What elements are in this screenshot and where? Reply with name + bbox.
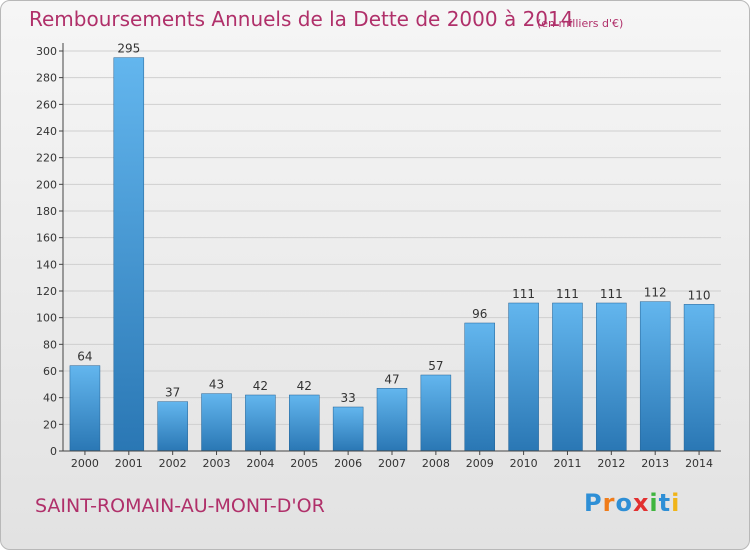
x-tick-label: 2008 bbox=[422, 457, 450, 470]
x-tick-label: 2003 bbox=[203, 457, 231, 470]
value-label: 295 bbox=[117, 42, 140, 56]
value-label: 37 bbox=[165, 386, 180, 400]
commune-name: SAINT-ROMAIN-AU-MONT-D'OR bbox=[35, 495, 325, 517]
x-tick-labels: 2000 2001 2002 2003 2004 2005 2006 2007 2008 2009… bbox=[71, 451, 713, 470]
x-tick-label: 2005 bbox=[290, 457, 318, 470]
logo-letter: i bbox=[649, 489, 659, 517]
y-tick-label: 200 bbox=[36, 178, 57, 191]
value-label: 112 bbox=[644, 286, 667, 300]
x-tick-label: 2014 bbox=[685, 457, 713, 470]
bar bbox=[420, 374, 452, 452]
value-label: 43 bbox=[209, 378, 224, 392]
value-label: 111 bbox=[512, 287, 535, 301]
value-label: 42 bbox=[253, 379, 268, 393]
logo-letter: i bbox=[671, 489, 681, 517]
y-tick-label: 260 bbox=[36, 98, 57, 111]
logo-letter: x bbox=[632, 489, 650, 517]
bar bbox=[289, 394, 320, 452]
y-tick-label: 60 bbox=[43, 365, 57, 378]
x-tick-label: 2004 bbox=[246, 457, 274, 470]
x-tick-label: 2009 bbox=[466, 457, 494, 470]
bar bbox=[332, 406, 364, 452]
x-tick-label: 2010 bbox=[510, 457, 538, 470]
unit-label: (en milliers d'€) bbox=[537, 17, 624, 30]
y-tick-label: 180 bbox=[36, 205, 57, 218]
y-tick-label: 300 bbox=[36, 45, 57, 58]
value-label: 33 bbox=[340, 391, 355, 405]
bar bbox=[157, 401, 188, 452]
proxiti-logo: Proxiti bbox=[584, 489, 680, 517]
bar bbox=[464, 322, 495, 452]
x-tick-label: 2007 bbox=[378, 457, 406, 470]
value-label: 111 bbox=[556, 287, 579, 301]
y-tick-label: 240 bbox=[36, 125, 57, 138]
x-tick-label: 2012 bbox=[597, 457, 625, 470]
bar bbox=[552, 302, 583, 452]
y-tick-label: 280 bbox=[36, 72, 57, 85]
logo-letter: r bbox=[602, 489, 616, 517]
bar bbox=[508, 302, 539, 452]
x-tick-label: 2000 bbox=[71, 457, 99, 470]
bar bbox=[69, 365, 101, 452]
chart-title: Remboursements Annuels de la Dette de 20… bbox=[29, 7, 574, 31]
bar bbox=[376, 388, 408, 452]
bar bbox=[201, 393, 232, 452]
value-label: 47 bbox=[384, 372, 399, 386]
value-label: 110 bbox=[688, 288, 711, 302]
bar-chart: 0 20 40 60 80 100 120 140 160 180 200 220 240 260 280 3… bbox=[36, 42, 721, 470]
y-tick-label: 160 bbox=[36, 232, 57, 245]
x-tick-label: 2011 bbox=[553, 457, 581, 470]
y-tick-label: 120 bbox=[36, 285, 57, 298]
bar bbox=[683, 304, 715, 452]
bars bbox=[69, 57, 715, 452]
value-label: 96 bbox=[472, 307, 487, 321]
x-tick-label: 2006 bbox=[334, 457, 362, 470]
x-tick-label: 2002 bbox=[159, 457, 187, 470]
bar bbox=[639, 301, 671, 452]
value-label: 64 bbox=[77, 350, 92, 364]
logo-letter: t bbox=[658, 489, 672, 517]
bar bbox=[113, 57, 145, 452]
y-tick-labels: 0 20 40 60 80 100 120 140 160 180 200 220 240 260 280 3… bbox=[36, 45, 57, 458]
y-tick-label: 0 bbox=[50, 445, 57, 458]
value-labels: 64 295 37 43 42 42 33 47 57 96 111 111 111 112 110 bbox=[77, 42, 710, 405]
y-tick-label: 80 bbox=[43, 338, 57, 351]
y-tick-label: 140 bbox=[36, 258, 57, 271]
value-label: 111 bbox=[600, 287, 623, 301]
logo-letter: P bbox=[584, 489, 603, 517]
y-tick-label: 100 bbox=[36, 312, 57, 325]
value-label: 57 bbox=[428, 359, 443, 373]
bar bbox=[596, 302, 627, 452]
x-tick-label: 2001 bbox=[115, 457, 143, 470]
bar bbox=[245, 394, 276, 452]
y-tick-label: 40 bbox=[43, 392, 57, 405]
value-label: 42 bbox=[297, 379, 312, 393]
y-tick-label: 20 bbox=[43, 418, 57, 431]
logo-letter: o bbox=[615, 489, 633, 517]
x-tick-label: 2013 bbox=[641, 457, 669, 470]
y-tick-label: 220 bbox=[36, 152, 57, 165]
